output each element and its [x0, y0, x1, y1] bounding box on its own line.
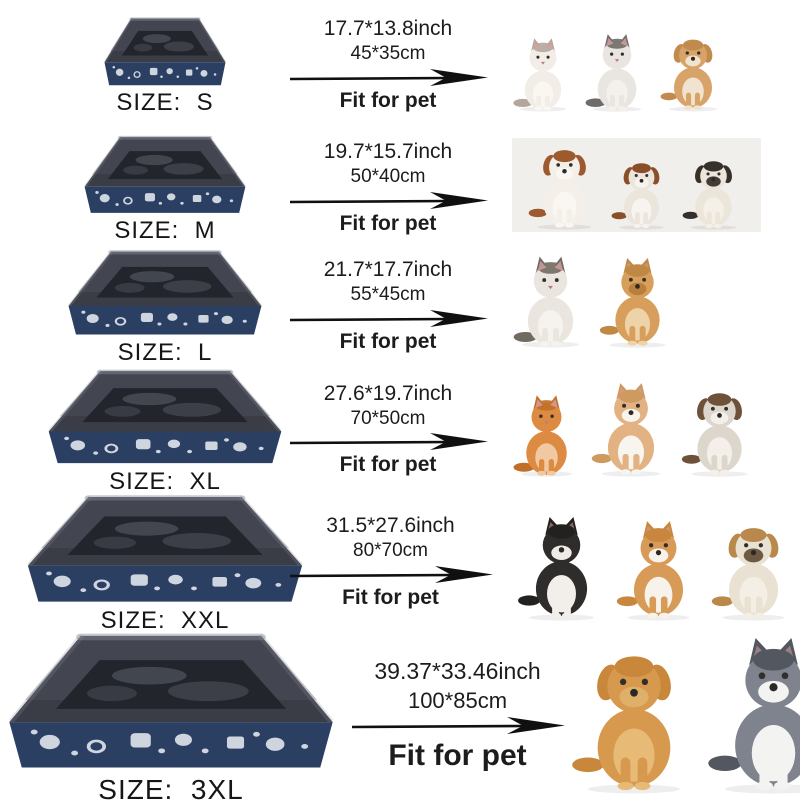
dimension-cm: 50*40cm [350, 166, 426, 188]
bed-column: SIZE: S [0, 0, 330, 130]
pets-column [493, 493, 800, 631]
pet-photo-grey-white-longhair-cat [513, 256, 579, 348]
pet-photo-background [512, 138, 761, 232]
size-row-m: SIZE: M 19.7*15.7inch 50*40cm Fit for pet [0, 130, 800, 246]
dimensions-column: 31.5*27.6inch 80*70cm Fit for pet [288, 493, 493, 631]
pet-bed-image [68, 250, 262, 335]
pet-photo-tan-puppy [660, 39, 718, 112]
size-label-xl: SIZE: XL [109, 467, 221, 495]
dimension-inches: 27.6*19.7inch [323, 381, 453, 405]
pet-photo-jack-russell-puppy [528, 150, 592, 230]
bed-column: SIZE: M [0, 130, 330, 246]
pet-bed-image [48, 369, 282, 464]
pet-photo-orange-tabby-cat [513, 395, 572, 477]
arrow-right-icon [289, 565, 493, 583]
pet-photo-golden-retriever [572, 656, 681, 794]
size-row-xxl: SIZE: XXL 31.5*27.6inch 80*70cm Fit for pe… [0, 493, 800, 635]
pet-photo-pug-puppy [682, 161, 737, 230]
pets-column [488, 246, 800, 366]
pet-photo-english-bulldog [711, 528, 785, 621]
dimension-inches: 31.5*27.6inch [326, 514, 455, 537]
dimension-inches: 17.7*13.8inch [323, 17, 453, 40]
arrow-right-icon [351, 717, 565, 735]
size-label-3xl: SIZE: 3XL [98, 773, 244, 805]
bed-column: SIZE: XXL [0, 493, 330, 635]
dimensions-column: 17.7*13.8inch 45*35cm Fit for pet [288, 0, 488, 130]
dimension-cm: 45*35cm [350, 43, 426, 65]
fit-for-pet-label: Fit for pet [339, 211, 437, 235]
arrow-right-icon [289, 191, 488, 209]
pet-photo-siamese-kitten [585, 34, 642, 112]
arrow-right-icon [289, 433, 488, 451]
pet-photo-corgi [616, 521, 690, 621]
pet-photo-brown-white-puppy [611, 163, 664, 230]
pets-column [565, 631, 800, 800]
bed-column: SIZE: 3XL [0, 631, 342, 804]
fit-for-pet-label: Fit for pet [339, 329, 437, 353]
pets-column [488, 130, 800, 246]
dimensions-column: 21.7*17.7inch 55*45cm Fit for pet [288, 246, 488, 366]
pet-bed-image [104, 17, 226, 86]
fit-for-pet-label: Fit for pet [339, 88, 437, 112]
pet-photo-white-grey-kitten [513, 38, 566, 112]
size-row-s: SIZE: S 17.7*13.8inch 45*35cm Fit for pet [0, 0, 800, 130]
pet-bed-image [84, 136, 246, 214]
arrow [288, 66, 488, 88]
pets-column [488, 0, 800, 130]
bed-column: SIZE: XL [0, 366, 330, 495]
pet-bed-image [27, 495, 303, 603]
dimensions-column: 39.37*33.46inch 100*85cm Fit for pet [350, 631, 565, 800]
dimension-inches: 21.7*17.7inch [323, 258, 453, 281]
dimension-cm: 55*45cm [350, 284, 426, 306]
pet-photo-corgi-puppy [591, 383, 661, 477]
arrow [288, 563, 493, 585]
arrow-right-icon [289, 309, 488, 327]
pet-photo-chihuahua [599, 258, 666, 348]
fit-for-pet-label: Fit for pet [339, 453, 437, 477]
arrow [350, 714, 565, 736]
pet-bed-image [9, 633, 333, 768]
size-label-s: SIZE: S [116, 89, 214, 117]
arrow [288, 430, 488, 452]
bed-column: SIZE: L [0, 246, 330, 366]
dimension-inches: 39.37*33.46inch [374, 657, 541, 684]
fit-for-pet-label: Fit for pet [388, 739, 527, 773]
pet-photo-husky [708, 638, 800, 794]
size-row-xl: SIZE: XL 27.6*19.7inch 70*50cm Fit for pet [0, 366, 800, 495]
dimension-cm: 70*50cm [350, 407, 426, 429]
dimension-inches: 19.7*15.7inch [323, 140, 453, 163]
size-row-3xl: SIZE: 3XL 39.37*33.46inch 100*85cm Fit for… [0, 631, 800, 804]
arrow [288, 307, 488, 329]
dimension-cm: 80*70cm [353, 540, 428, 562]
dimension-cm: 100*85cm [407, 688, 508, 714]
pet-photo-jack-russell-terrier [681, 393, 748, 477]
size-row-l: SIZE: L 21.7*17.7inch 55*45cm Fit for pet [0, 246, 800, 366]
pet-photo-border-collie [518, 517, 594, 621]
fit-for-pet-label: Fit for pet [342, 585, 439, 609]
size-label-xxl: SIZE: XXL [100, 607, 230, 635]
arrow [288, 189, 488, 211]
size-label-l: SIZE: L [117, 339, 213, 367]
pets-column [488, 366, 800, 493]
dimensions-column: 27.6*19.7inch 70*50cm Fit for pet [288, 366, 488, 493]
arrow-right-icon [289, 68, 488, 86]
dimensions-column: 19.7*15.7inch 50*40cm Fit for pet [288, 130, 488, 246]
size-label-m: SIZE: M [114, 217, 216, 245]
